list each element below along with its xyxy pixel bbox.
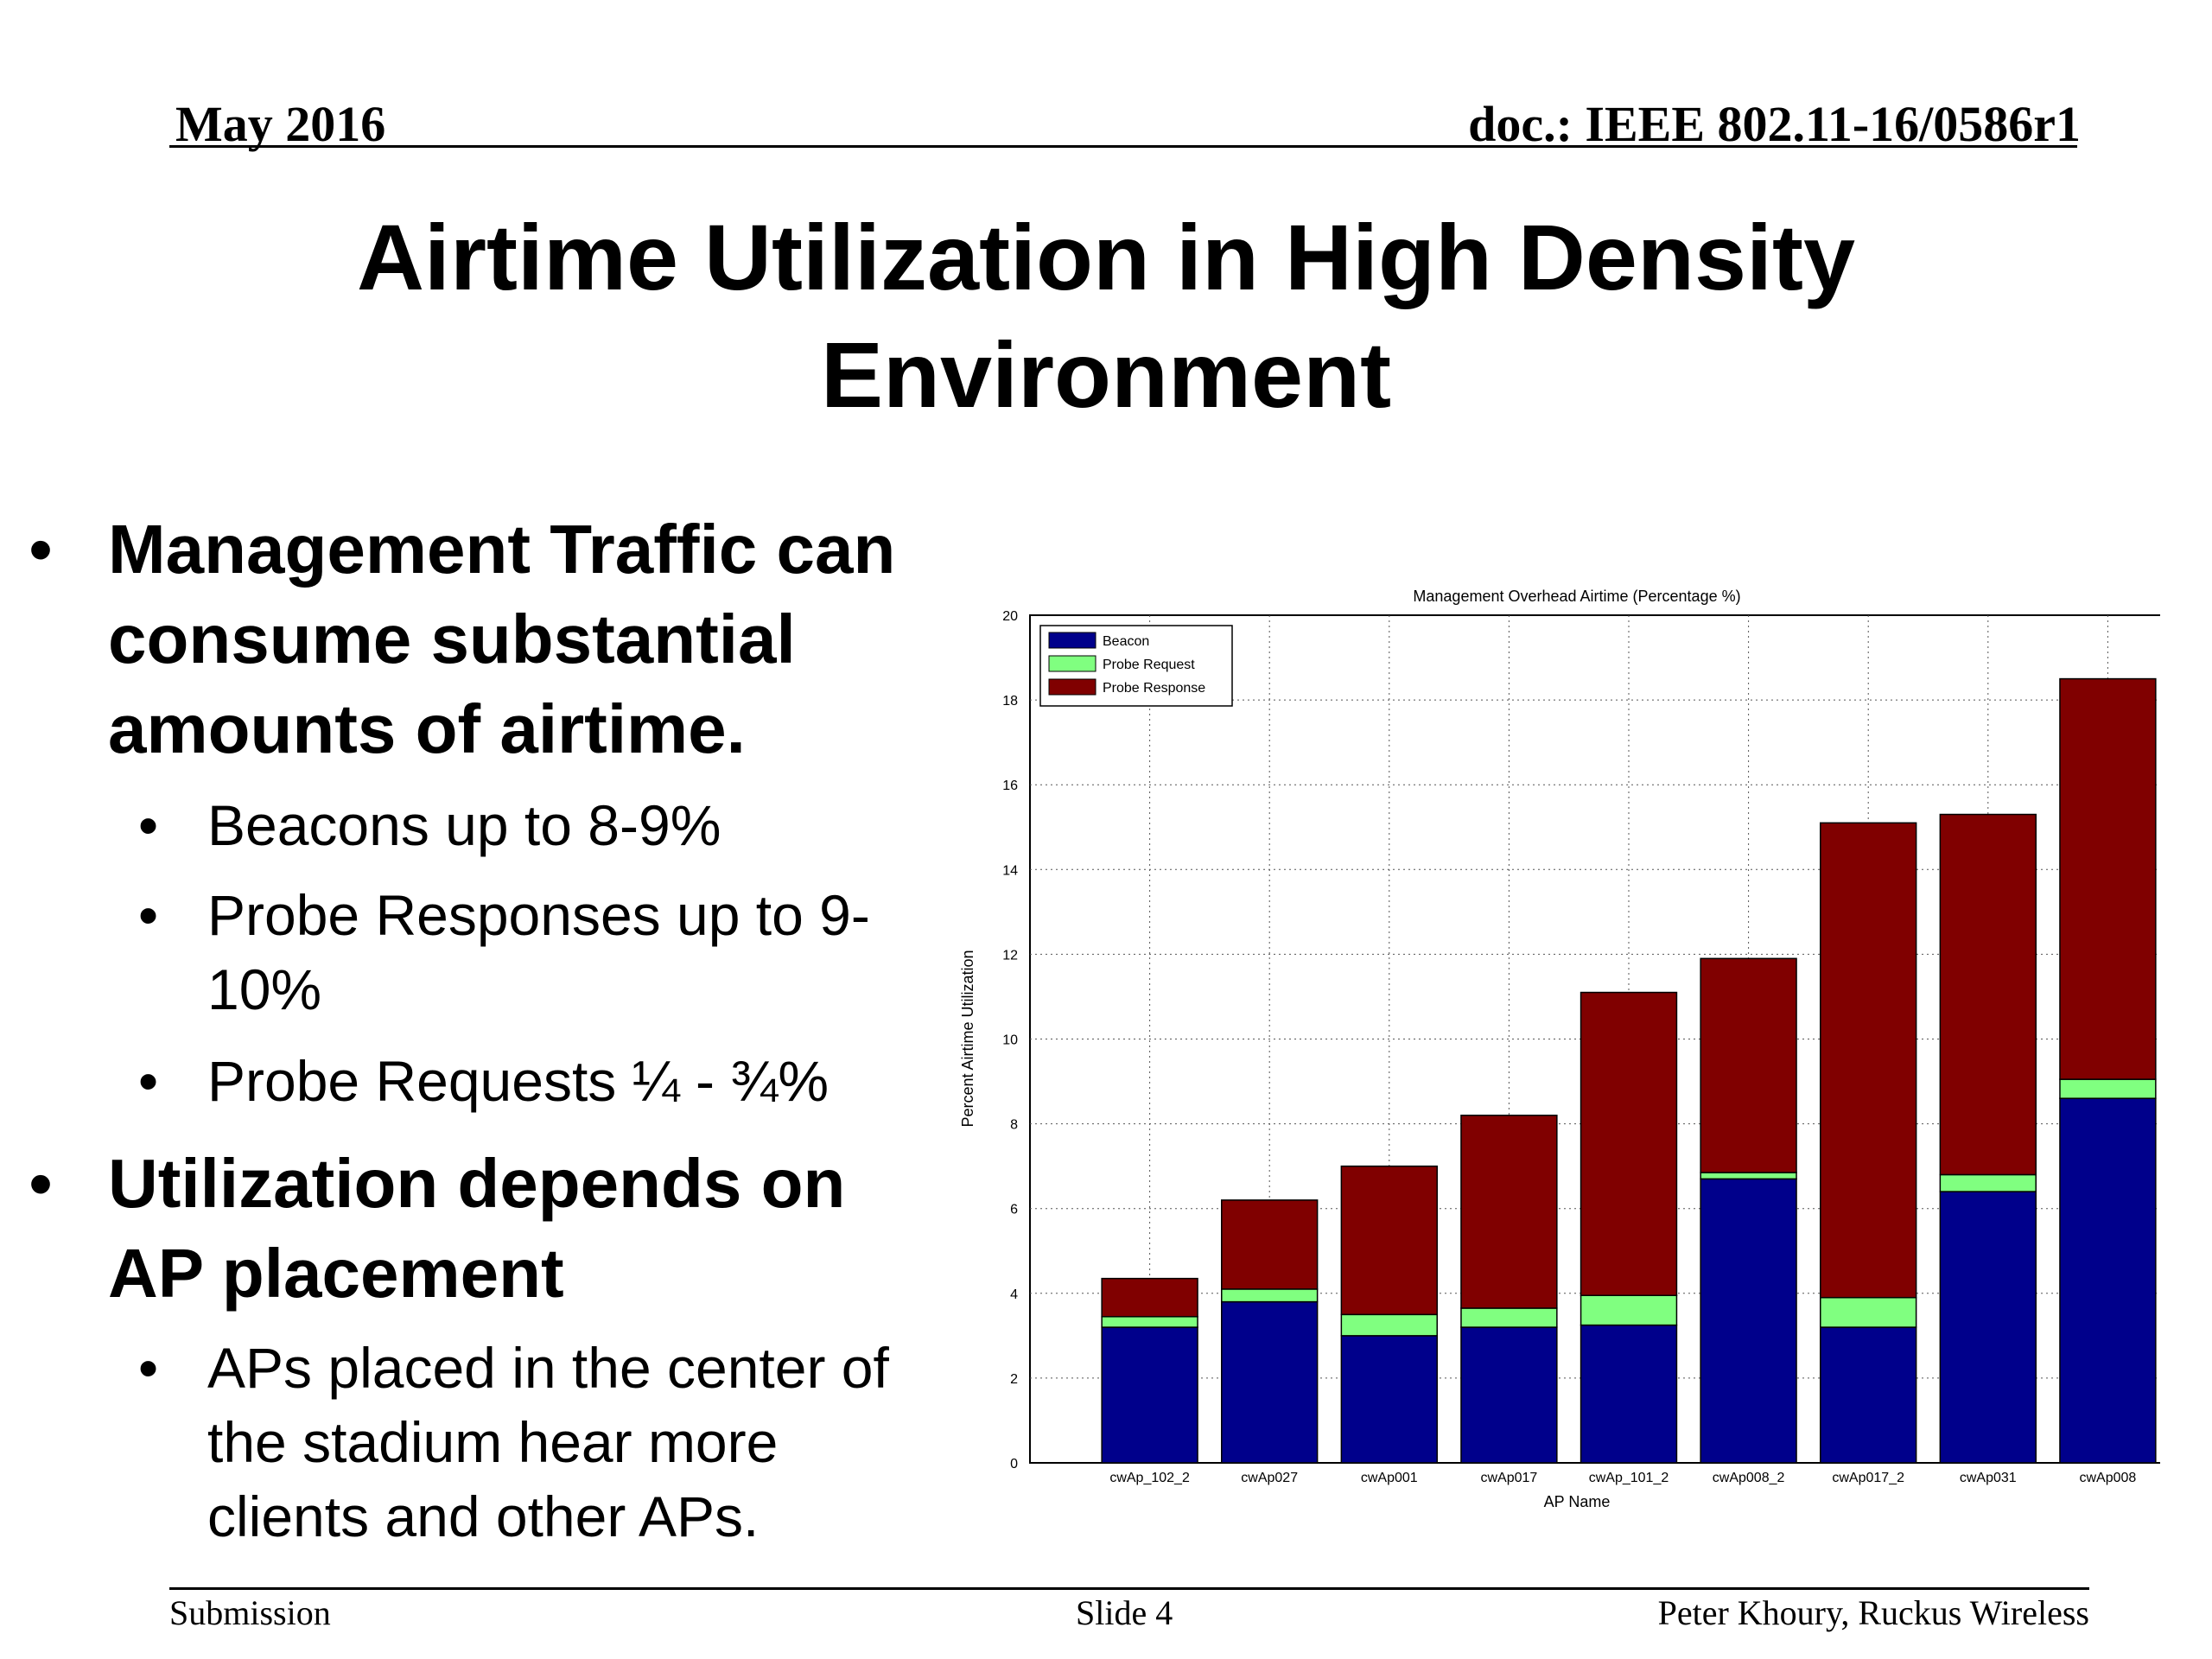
bullet-line: Utilization depends on (108, 1145, 846, 1222)
footer-submission: Submission (169, 1593, 331, 1632)
y-tick-label: 2 (1010, 1372, 1018, 1387)
legend-swatch (1048, 678, 1096, 696)
bullet-management-traffic: • Management Traffic can consume substan… (29, 505, 972, 774)
bar-segment (1460, 1326, 1558, 1464)
slide-title: Airtime Utilization in High Density Envi… (0, 199, 2212, 434)
bar-segment (1939, 1191, 2037, 1464)
slide-title-line: Environment (820, 322, 1392, 427)
sub-bullet-beacons: • Beacons up to 8-9% (138, 788, 968, 862)
header-divider (169, 145, 2077, 148)
airtime-bar-chart: Management Overhead Airtime (Percentage … (959, 588, 2160, 1510)
bar-segment (1460, 1115, 1558, 1309)
bar-segment (1221, 1199, 1319, 1290)
document-id: doc.: IEEE 802.11-16/0586r1 (1468, 96, 2081, 152)
bullet-line: Probe Requests ¼ - ¾% (207, 1049, 830, 1113)
bullet-line: APs placed in the center of (207, 1336, 889, 1400)
bar-segment (2059, 1078, 2157, 1099)
chart-legend: Beacon Probe Request Probe Response (1039, 625, 1233, 707)
bullet-line: Probe Responses up to 9- (207, 883, 870, 947)
sub-bullet-center-aps: • APs placed in the center of the stadiu… (138, 1331, 968, 1554)
bar-segment (1700, 957, 1797, 1173)
slide-title-line: Airtime Utilization in High Density (356, 205, 1856, 309)
bar-segment (1340, 1313, 1438, 1337)
bar-segment (1939, 1173, 2037, 1192)
x-tick-label: cwAp027 (1241, 1471, 1298, 1485)
bar-segment (1340, 1335, 1438, 1464)
bullet-dot-icon: • (138, 883, 159, 947)
bullet-line: amounts of airtime. (108, 690, 746, 767)
x-tick-label: cwAp008 (2079, 1471, 2136, 1485)
chart-title: Management Overhead Airtime (Percentage … (1413, 588, 1740, 605)
bar-segment (1221, 1288, 1319, 1303)
bar-segment (1101, 1326, 1198, 1464)
x-axis-label: AP Name (1544, 1493, 1611, 1510)
y-tick-label: 18 (1002, 694, 1018, 709)
x-tick-label: cwAp017 (1480, 1471, 1537, 1485)
y-tick-label: 16 (1002, 779, 1018, 793)
bar-segment (1101, 1277, 1198, 1318)
axis-ticks: 0 2 4 6 8 10 12 14 16 18 20 cwAp_102_2 cwAp027 cwAp00… (1002, 609, 2136, 1485)
y-tick-label: 12 (1002, 948, 1018, 963)
legend-label: Probe Response (1103, 681, 1205, 696)
x-tick-label: cwAp031 (1960, 1471, 2017, 1485)
bars (1101, 677, 2157, 1464)
bar-segment (1939, 813, 2037, 1176)
bullet-line: the stadium hear more (207, 1410, 779, 1474)
y-axis-label: Percent Airtime Utilization (959, 950, 976, 1127)
footer-divider (169, 1587, 2089, 1590)
slide-number: Slide 4 (1076, 1593, 1173, 1632)
bullet-line: consume substantial (108, 601, 796, 677)
bar-segment (2059, 1097, 2157, 1464)
bar-segment (1700, 1172, 1797, 1180)
bar-segment (1820, 1296, 1917, 1328)
y-tick-label: 8 (1010, 1118, 1018, 1133)
x-tick-label: cwAp_101_2 (1589, 1471, 1669, 1485)
bullet-dot-icon: • (29, 511, 54, 588)
y-tick-label: 20 (1002, 609, 1018, 624)
bar-segment (1580, 991, 1678, 1297)
sub-bullet-probe-responses: • Probe Responses up to 9- 10% (138, 878, 968, 1027)
bar-segment (1580, 1324, 1678, 1464)
bullet-dot-icon: • (138, 1049, 159, 1113)
bullet-line: Beacons up to 8-9% (207, 793, 721, 857)
y-tick-label: 4 (1010, 1287, 1018, 1302)
bullet-ap-placement: • Utilization depends on AP placement (29, 1139, 972, 1319)
bullet-dot-icon: • (29, 1145, 54, 1222)
y-tick-label: 0 (1010, 1457, 1018, 1471)
legend-swatch (1048, 655, 1096, 672)
y-tick-label: 10 (1002, 1033, 1018, 1048)
bullet-line: Management Traffic can (108, 511, 896, 588)
bar-segment (1820, 1326, 1917, 1464)
x-tick-label: cwAp008_2 (1713, 1471, 1785, 1485)
legend-swatch (1048, 632, 1096, 649)
bullet-line: 10% (207, 957, 322, 1021)
x-tick-label: cwAp017_2 (1832, 1471, 1904, 1485)
bar-segment (1820, 822, 1917, 1299)
y-tick-label: 6 (1010, 1203, 1018, 1217)
bar-segment (1700, 1178, 1797, 1464)
bar-segment (1221, 1300, 1319, 1464)
bullet-line: clients and other APs. (207, 1484, 760, 1548)
y-tick-label: 14 (1002, 863, 1018, 878)
bullet-line: AP placement (108, 1235, 564, 1312)
bar-segment (1101, 1316, 1198, 1328)
legend-label: Beacon (1103, 634, 1149, 649)
bar-segment (1340, 1165, 1438, 1316)
bar-segment (1460, 1307, 1558, 1328)
footer-author: Peter Khoury, Ruckus Wireless (1657, 1593, 2089, 1632)
bar-segment (1580, 1294, 1678, 1326)
x-tick-label: cwAp_102_2 (1109, 1471, 1190, 1485)
legend-label: Probe Request (1103, 658, 1195, 672)
bullet-dot-icon: • (138, 793, 159, 857)
x-tick-label: cwAp001 (1361, 1471, 1418, 1485)
bullet-dot-icon: • (138, 1336, 159, 1400)
bullet-list: • Management Traffic can consume substan… (0, 0, 950, 1573)
bar-segment (2059, 677, 2157, 1080)
sub-bullet-probe-requests: • Probe Requests ¼ - ¾% (138, 1044, 968, 1118)
header-date: May 2016 (175, 96, 386, 152)
